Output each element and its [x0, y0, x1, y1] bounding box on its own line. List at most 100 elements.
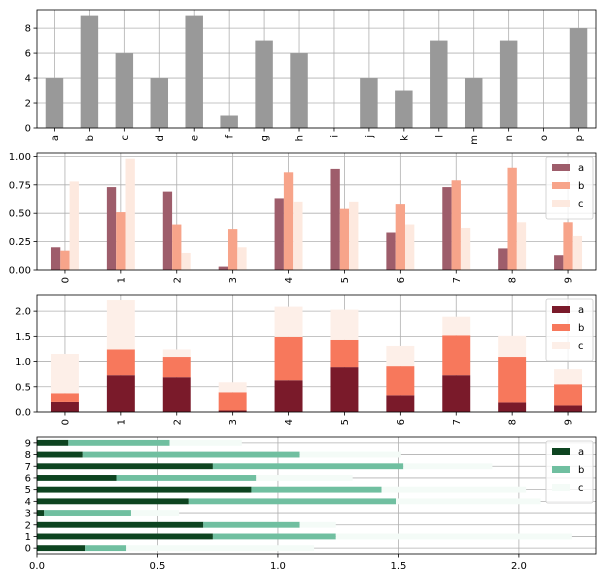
bar-c-3: [218, 382, 247, 393]
bar-a-4: [274, 380, 303, 412]
x-tick-label: d: [155, 135, 166, 141]
bar-a-2: [37, 521, 204, 528]
x-tick-label: 6: [396, 277, 407, 283]
legend-swatch-a: [552, 448, 570, 455]
bar-c-0: [50, 354, 79, 394]
bar-c-8: [498, 335, 527, 358]
bar-b-9: [68, 439, 170, 446]
legend-label-a: a: [578, 163, 584, 174]
x-tick-label: 9: [564, 419, 575, 425]
bar-b-4: [188, 498, 397, 505]
legend-label-c: c: [578, 199, 584, 210]
x-tick-label: 0: [60, 419, 71, 425]
bar-a-3: [37, 510, 45, 516]
bar-b-0: [50, 393, 79, 402]
legend-label-c: c: [578, 483, 584, 494]
x-tick-label: 8: [508, 277, 519, 283]
bar-b-2: [172, 224, 182, 270]
bar-a-4: [37, 498, 189, 505]
legend-swatch-b: [552, 182, 570, 189]
x-tick-label: 3: [228, 277, 239, 283]
x-tick-label: 6: [396, 419, 407, 425]
x-tick-label: a: [50, 135, 61, 141]
bar-a-7: [37, 463, 213, 470]
bar-a-3: [218, 410, 247, 412]
legend-label-c: c: [578, 341, 584, 352]
y-tick-label: 2: [25, 520, 31, 531]
bar-a-1: [106, 187, 117, 270]
y-tick-label: 2.0: [15, 307, 31, 318]
bar-a-7: [442, 187, 452, 270]
bar-a-9: [37, 439, 69, 446]
bar-b-2: [162, 357, 191, 378]
bar-c-1: [125, 158, 135, 270]
y-tick-label: 6: [25, 49, 31, 60]
bar-k: [395, 90, 413, 128]
x-tick-label: o: [539, 135, 550, 141]
bar-b-4: [283, 172, 294, 270]
x-tick-label: 0.0: [29, 561, 45, 572]
bar-a-0: [50, 247, 61, 270]
y-tick-label: 0.50: [9, 209, 31, 220]
bar-a-8: [498, 402, 527, 412]
bar-b-3: [218, 392, 247, 411]
axes-1: 0 2 4 6 8 a b c d e f g h i j k l m n o p: [25, 9, 597, 145]
y-tick-label: 7: [25, 462, 31, 473]
bar-a: [45, 78, 64, 128]
bar-b-5: [251, 486, 382, 493]
x-tick-label: 2.0: [511, 561, 527, 572]
x-tick-label: 0.5: [150, 561, 166, 572]
y-tick-label: 3: [25, 509, 31, 520]
bar-h: [290, 53, 308, 129]
x-tick-label: 0: [60, 277, 71, 283]
bar-g: [255, 40, 273, 129]
bar-c-1: [335, 533, 572, 540]
x-tick-label: 2: [172, 277, 183, 283]
x-tick-label: 3: [228, 419, 239, 425]
axes-frame: [36, 294, 597, 413]
legend-swatch-a: [552, 164, 570, 171]
bar-c-5: [330, 309, 359, 340]
legend-swatch-c: [552, 484, 570, 491]
bar-c-6: [405, 224, 415, 270]
legend-label-a: a: [578, 447, 584, 458]
bar-a-0: [37, 545, 86, 552]
bar-p: [569, 28, 588, 128]
y-tick-label: 0.0: [15, 408, 31, 419]
y-tick-label: 0.25: [9, 237, 31, 248]
bar-a-6: [37, 475, 117, 481]
bar-c-4: [274, 306, 303, 337]
x-tick-label: p: [574, 135, 585, 141]
bar-b-7: [212, 463, 404, 470]
bar-c-7: [460, 227, 471, 270]
bar-b-9: [554, 384, 583, 406]
bar-c-0: [126, 545, 315, 552]
bar-b-8: [498, 357, 527, 403]
bar-j: [360, 78, 378, 128]
bar-b-8: [82, 451, 300, 458]
legend-swatch-b: [552, 324, 570, 331]
bar-b-1: [116, 212, 126, 270]
y-tick-label: 1.00: [9, 152, 31, 163]
x-tick-label: k: [399, 135, 410, 141]
axes-frame: [36, 9, 597, 129]
axes-2: 0.00 0.25 0.50 0.75 1.00 0 1 2 3 4 5 6 7 8 9 abc: [9, 152, 597, 283]
bar-a-9: [554, 255, 564, 270]
x-tick-label: 1: [116, 277, 127, 283]
bar-b-2: [203, 521, 300, 528]
x-tick-label: c: [120, 135, 131, 141]
bar-b-1: [212, 533, 336, 540]
bar-b-5: [330, 339, 359, 368]
bar-a-7: [442, 375, 471, 412]
axes-3: 0.0 0.5 1.0 1.5 2.0 0 1 2 3 4 5 6 7 8 9 abc: [15, 294, 597, 425]
bar-a-6: [386, 232, 396, 270]
bar-c-3: [237, 247, 247, 270]
x-tick-label: 7: [452, 419, 463, 425]
x-tick-label: 8: [508, 419, 519, 425]
y-tick-label: 1.5: [15, 332, 31, 343]
bar-l: [430, 40, 448, 129]
bar-c-8: [299, 451, 401, 458]
bar-b-1: [106, 349, 135, 376]
x-tick-label: 5: [340, 419, 351, 425]
